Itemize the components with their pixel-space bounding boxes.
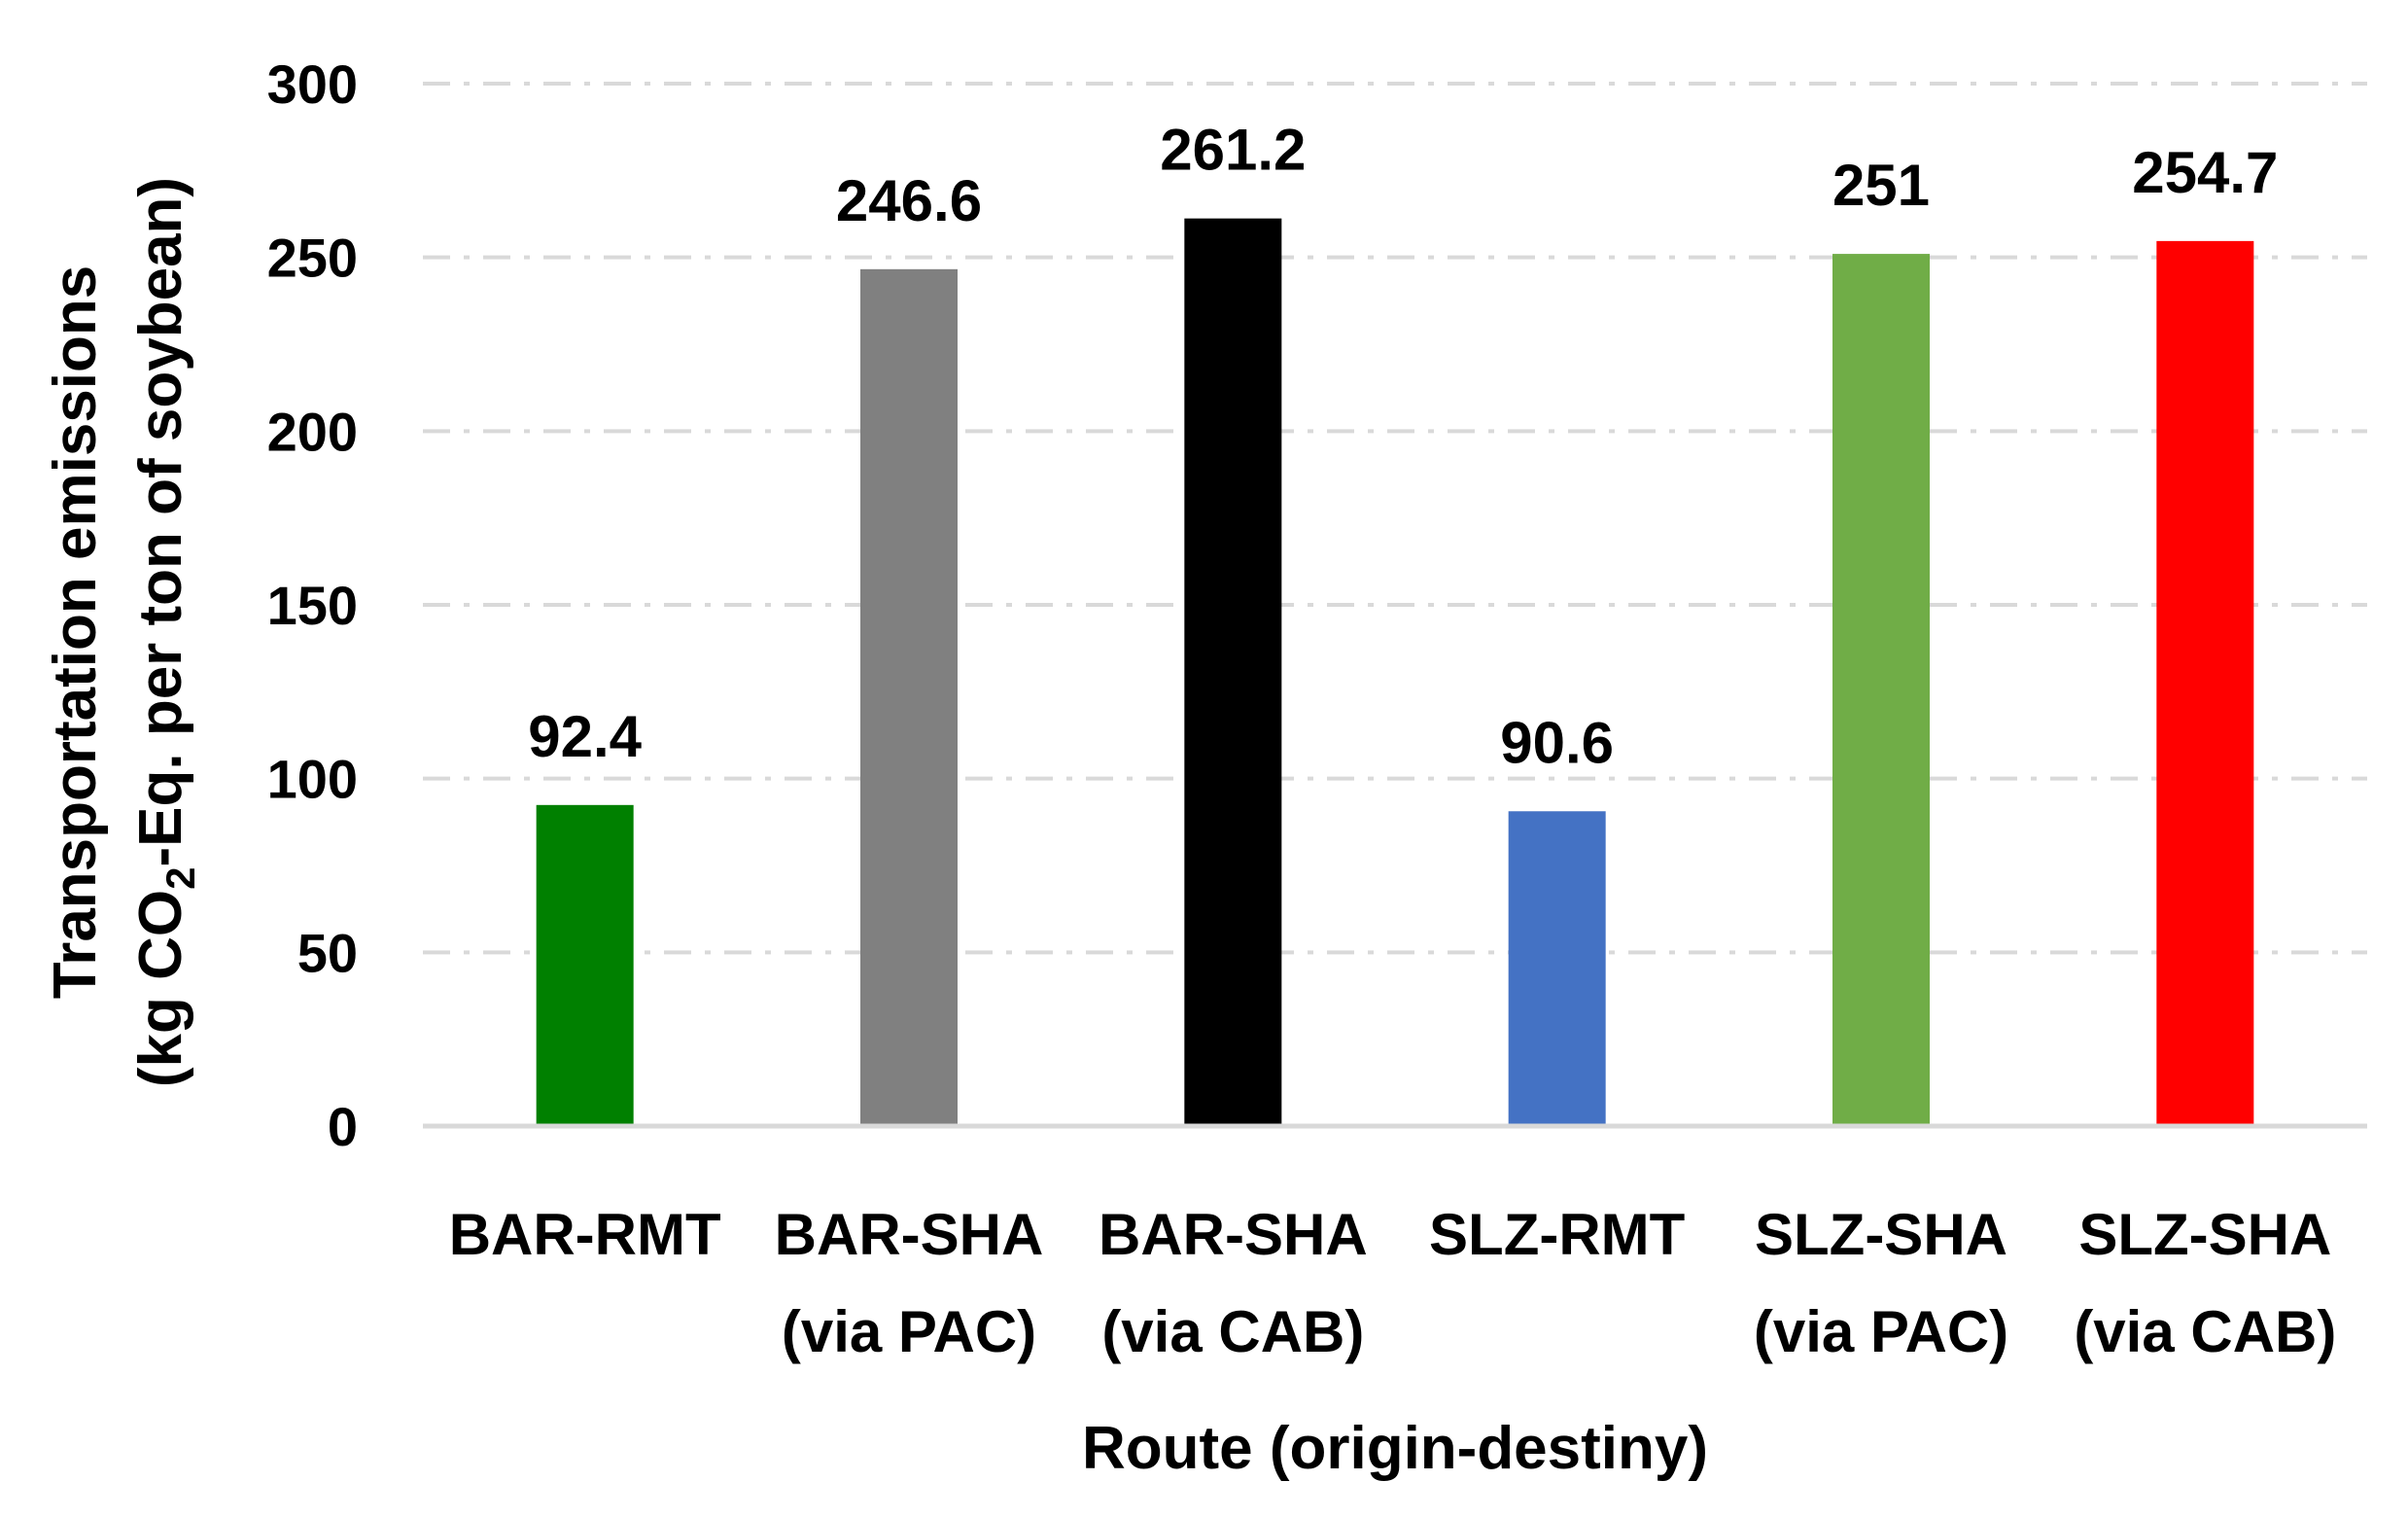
y-tick-250: 250 bbox=[267, 228, 358, 289]
category-label-5-line-2: (via PAC) bbox=[1754, 1299, 2008, 1364]
category-label-6-line-1: SLZ-SHA bbox=[2078, 1202, 2331, 1267]
bar-1 bbox=[536, 804, 634, 1126]
category-label-3-line-1: BAR-SHA bbox=[1099, 1202, 1368, 1267]
data-label-1: 92.4 bbox=[528, 704, 642, 769]
data-label-2: 246.6 bbox=[836, 168, 982, 233]
y-tick-50: 50 bbox=[297, 922, 358, 983]
category-label-3-line-2: (via CAB) bbox=[1101, 1299, 1364, 1364]
data-label-5: 251 bbox=[1832, 153, 1930, 218]
category-label-4-line-1: SLZ-RMT bbox=[1429, 1202, 1685, 1267]
y-tick-200: 200 bbox=[267, 401, 358, 462]
bars bbox=[536, 218, 2254, 1127]
y-tick-100: 100 bbox=[267, 749, 358, 810]
category-label-1-line-1: BAR-RMT bbox=[449, 1202, 721, 1267]
category-label-5-line-1: SLZ-SHA bbox=[1755, 1202, 2007, 1267]
bar-6 bbox=[2156, 240, 2254, 1126]
bar-3 bbox=[1184, 218, 1282, 1127]
bar-2 bbox=[860, 268, 958, 1126]
category-label-2-line-1: BAR-SHA bbox=[775, 1202, 1044, 1267]
y-axis-title-line2: (kg CO2-Eq. per ton of soybean) bbox=[127, 177, 203, 1087]
y-tick-150: 150 bbox=[267, 575, 358, 636]
bar-4 bbox=[1508, 811, 1606, 1126]
y-axis-title-post: -Eq. per ton of soybean) bbox=[127, 177, 194, 867]
category-label-2-line-2: (via PAC) bbox=[782, 1299, 1036, 1364]
y-axis-title-line1: Transportation emissions bbox=[42, 265, 109, 1000]
data-label-4: 90.6 bbox=[1500, 710, 1614, 775]
y-tick-300: 300 bbox=[267, 53, 358, 115]
y-tick-0: 0 bbox=[328, 1096, 358, 1157]
data-labels: 92.4 246.6 261.2 90.6 251 254.7 bbox=[528, 118, 2278, 776]
bar-5 bbox=[1832, 254, 1930, 1126]
x-axis-title: Route (origin-destiny) bbox=[1082, 1415, 1708, 1482]
gridlines bbox=[423, 82, 2367, 955]
category-label-6-line-2: (via CAB) bbox=[2074, 1299, 2336, 1364]
y-axis-title-pre: (kg CO bbox=[127, 890, 194, 1087]
data-label-3: 261.2 bbox=[1160, 118, 1306, 183]
y-axis-title: Transportation emissions (kg CO2-Eq. per… bbox=[42, 177, 203, 1087]
category-labels: BAR-RMT BAR-SHA (via PAC) BAR-SHA (via CAB) S… bbox=[449, 1202, 2337, 1364]
data-label-6: 254.7 bbox=[2132, 140, 2278, 205]
y-tick-labels: 0 50 100 150 200 250 300 bbox=[267, 53, 358, 1157]
y-axis-title-sub: 2 bbox=[157, 867, 203, 890]
